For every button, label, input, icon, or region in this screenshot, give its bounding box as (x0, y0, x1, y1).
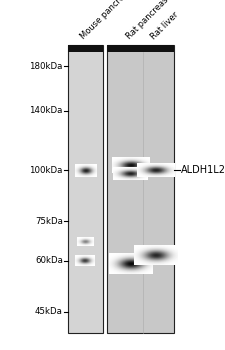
Text: 100kDa: 100kDa (29, 166, 63, 175)
Text: Rat liver: Rat liver (149, 10, 180, 41)
Text: 140kDa: 140kDa (29, 106, 63, 116)
Text: 45kDa: 45kDa (35, 307, 63, 316)
Bar (107, 45, 174, 333)
Bar (68, 45, 103, 52)
Bar (107, 45, 174, 52)
Text: 60kDa: 60kDa (35, 257, 63, 265)
Text: Rat pancreas: Rat pancreas (124, 0, 170, 41)
Text: ALDH1L2: ALDH1L2 (181, 166, 225, 175)
Text: 75kDa: 75kDa (35, 217, 63, 226)
Text: Mouse pancreas: Mouse pancreas (79, 0, 134, 41)
Text: 180kDa: 180kDa (29, 62, 63, 71)
Bar (68, 45, 103, 333)
